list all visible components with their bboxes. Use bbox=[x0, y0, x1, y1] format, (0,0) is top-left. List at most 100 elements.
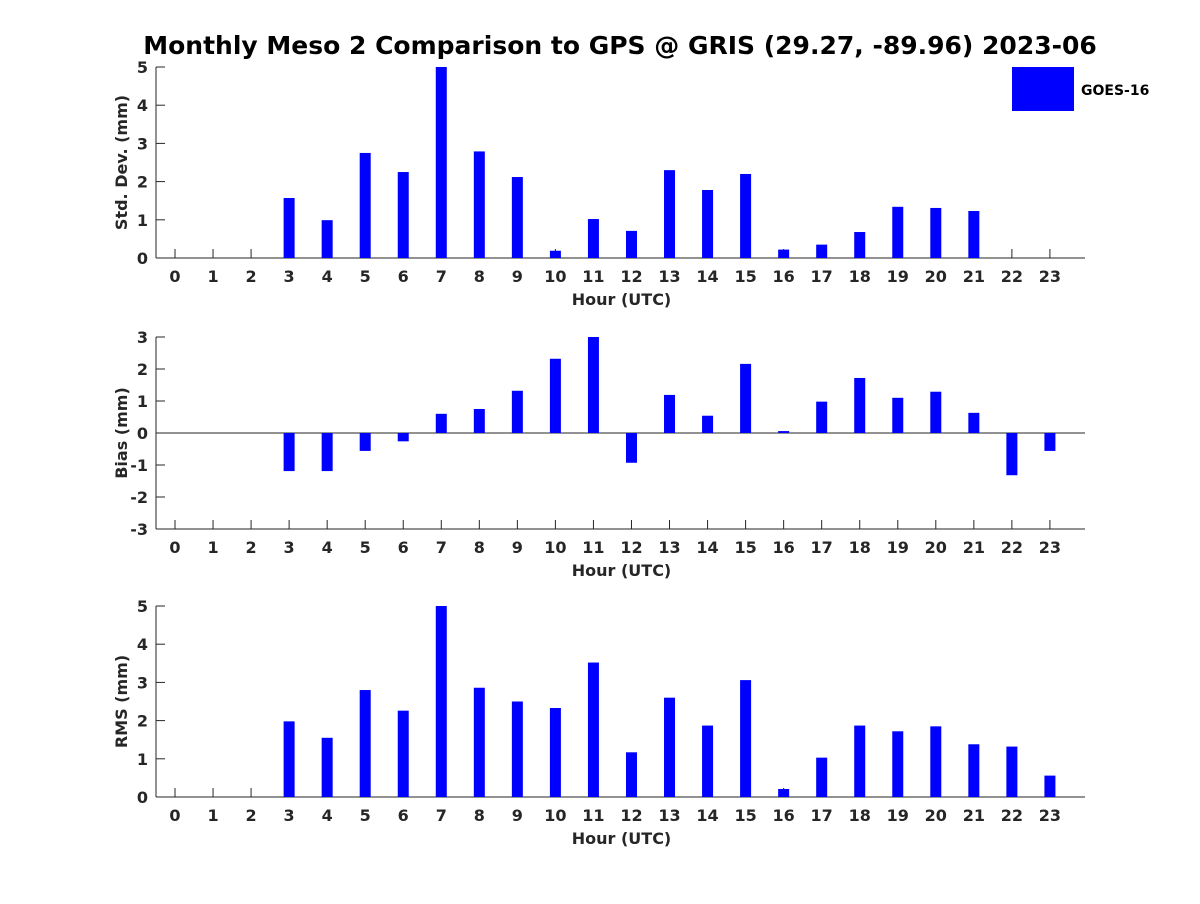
bar-hour-13 bbox=[664, 394, 676, 433]
x-tick-label: 19 bbox=[887, 538, 909, 557]
x-tick-label: 3 bbox=[284, 538, 295, 557]
x-tick-label: 21 bbox=[963, 806, 985, 825]
x-tick-label: 23 bbox=[1039, 806, 1061, 825]
y-tick-label: 5 bbox=[137, 58, 148, 77]
bar-hour-8 bbox=[473, 687, 485, 797]
bar-hour-7 bbox=[435, 413, 447, 433]
x-tick-label: 10 bbox=[544, 538, 566, 557]
bar-hour-22 bbox=[1006, 746, 1018, 797]
x-tick-label: 6 bbox=[398, 267, 409, 286]
bar-hour-11 bbox=[587, 219, 599, 258]
x-tick-label: 19 bbox=[887, 267, 909, 286]
y-tick-label: 3 bbox=[137, 328, 148, 347]
y-tick-label: -3 bbox=[130, 520, 148, 539]
figure-title: Monthly Meso 2 Comparison to GPS @ GRIS … bbox=[143, 31, 1097, 60]
y-axis-title: Bias (mm) bbox=[112, 387, 131, 479]
bar-hour-17 bbox=[816, 401, 828, 433]
x-tick-label: 12 bbox=[620, 806, 642, 825]
x-tick-label: 2 bbox=[246, 267, 257, 286]
x-tick-label: 12 bbox=[620, 538, 642, 557]
y-tick-label: 1 bbox=[137, 750, 148, 769]
bar-hour-4 bbox=[321, 220, 333, 258]
x-axis-title: Hour (UTC) bbox=[572, 290, 672, 309]
bar-hour-4 bbox=[321, 433, 333, 472]
bar-hour-8 bbox=[473, 409, 485, 433]
bar-hour-6 bbox=[397, 172, 409, 258]
bar-hour-10 bbox=[549, 707, 561, 797]
x-tick-label: 1 bbox=[207, 538, 218, 557]
bar-hour-16 bbox=[778, 431, 790, 433]
bar-hour-18 bbox=[854, 232, 866, 258]
bar-hour-19 bbox=[892, 397, 904, 433]
bar-hour-11 bbox=[587, 337, 599, 433]
x-tick-label: 16 bbox=[773, 806, 795, 825]
bar-hour-21 bbox=[968, 744, 980, 797]
legend: GOES-16 bbox=[1012, 67, 1149, 111]
y-tick-label: 0 bbox=[137, 424, 148, 443]
x-tick-label: 0 bbox=[169, 538, 180, 557]
bar-hour-10 bbox=[549, 250, 561, 258]
x-tick-label: 0 bbox=[169, 806, 180, 825]
bar-hour-15 bbox=[740, 173, 752, 258]
bar-hour-12 bbox=[625, 752, 637, 797]
x-tick-label: 23 bbox=[1039, 267, 1061, 286]
x-tick-label: 22 bbox=[1001, 538, 1023, 557]
legend-swatch bbox=[1012, 67, 1074, 111]
x-tick-label: 10 bbox=[544, 806, 566, 825]
bar-hour-19 bbox=[892, 206, 904, 258]
bar-hour-22 bbox=[1006, 433, 1018, 476]
bar-hour-8 bbox=[473, 151, 485, 258]
x-tick-label: 18 bbox=[849, 267, 871, 286]
bar-hour-18 bbox=[854, 377, 866, 433]
x-tick-label: 20 bbox=[925, 538, 947, 557]
x-tick-label: 15 bbox=[734, 806, 756, 825]
x-tick-label: 13 bbox=[658, 806, 680, 825]
y-tick-label: 0 bbox=[137, 249, 148, 268]
x-tick-label: 21 bbox=[963, 538, 985, 557]
x-tick-label: 15 bbox=[734, 267, 756, 286]
bar-hour-11 bbox=[587, 662, 599, 797]
y-tick-label: 5 bbox=[137, 597, 148, 616]
bar-hour-19 bbox=[892, 731, 904, 797]
x-tick-label: 7 bbox=[436, 538, 447, 557]
bar-hour-14 bbox=[702, 725, 714, 797]
bar-hour-9 bbox=[511, 390, 523, 433]
x-tick-label: 19 bbox=[887, 806, 909, 825]
bar-hour-3 bbox=[283, 433, 295, 472]
bar-hour-12 bbox=[625, 230, 637, 258]
bar-hour-23 bbox=[1044, 433, 1056, 451]
x-tick-label: 12 bbox=[620, 267, 642, 286]
x-tick-label: 4 bbox=[322, 267, 333, 286]
x-tick-label: 7 bbox=[436, 267, 447, 286]
bar-hour-6 bbox=[397, 433, 409, 442]
bar-hour-5 bbox=[359, 433, 371, 451]
x-tick-label: 8 bbox=[474, 267, 485, 286]
x-tick-label: 17 bbox=[811, 267, 833, 286]
y-tick-label: 1 bbox=[137, 392, 148, 411]
y-tick-label: -1 bbox=[130, 456, 148, 475]
x-tick-label: 17 bbox=[811, 538, 833, 557]
x-tick-label: 9 bbox=[512, 538, 523, 557]
x-tick-label: 1 bbox=[207, 806, 218, 825]
y-tick-label: 3 bbox=[137, 134, 148, 153]
x-tick-label: 18 bbox=[849, 806, 871, 825]
bar-hour-15 bbox=[740, 363, 752, 433]
x-tick-label: 13 bbox=[658, 267, 680, 286]
bar-hour-20 bbox=[930, 726, 942, 797]
bar-hour-14 bbox=[702, 415, 714, 433]
x-tick-label: 14 bbox=[696, 538, 718, 557]
x-tick-label: 7 bbox=[436, 806, 447, 825]
y-tick-label: 1 bbox=[137, 211, 148, 230]
x-tick-label: 16 bbox=[773, 538, 795, 557]
x-tick-label: 1 bbox=[207, 267, 218, 286]
y-axis-title: RMS (mm) bbox=[112, 655, 131, 748]
x-tick-label: 2 bbox=[246, 806, 257, 825]
bar-hour-5 bbox=[359, 152, 371, 258]
x-tick-label: 8 bbox=[474, 538, 485, 557]
x-tick-label: 5 bbox=[360, 806, 371, 825]
x-tick-label: 23 bbox=[1039, 538, 1061, 557]
x-tick-label: 18 bbox=[849, 538, 871, 557]
y-tick-label: 2 bbox=[137, 173, 148, 192]
